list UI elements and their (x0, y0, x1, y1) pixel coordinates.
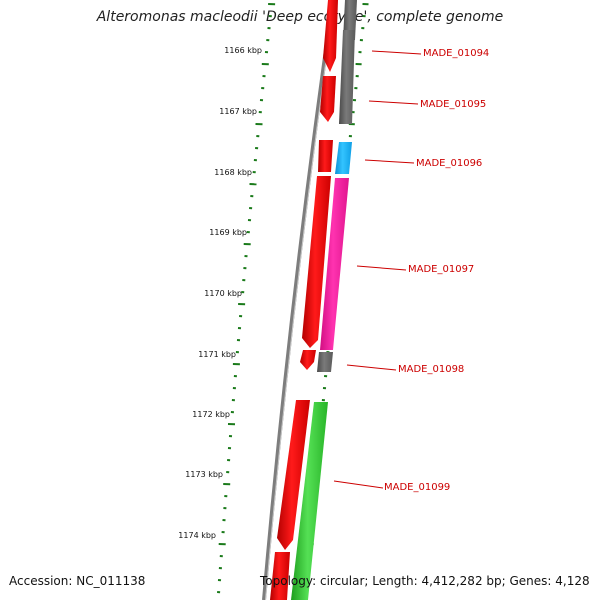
gene-feature-made-01098[interactable] (317, 352, 333, 372)
gene-label-made-01098[interactable]: MADE_01098 (398, 364, 464, 375)
gene-label-made-01096[interactable]: MADE_01096 (416, 158, 482, 169)
cds-feature-made-01097[interactable] (302, 176, 331, 348)
cds-feature-made-01098[interactable] (300, 350, 316, 370)
leader-line (346, 364, 397, 371)
genome-backbone (262, 0, 335, 600)
cds-feature-bottom[interactable] (270, 552, 290, 600)
leader-line (368, 100, 419, 105)
cds-feature-made-01099[interactable] (277, 400, 310, 550)
scale-label: 1171 kbp (198, 350, 236, 359)
scale-labels: 1166 kbp 1167 kbp 1168 kbp 1169 kbp 1170… (178, 46, 262, 540)
cds-feature-made-01094[interactable] (323, 0, 338, 72)
gene-feature-made-01097[interactable] (320, 178, 349, 350)
leader-line (371, 50, 422, 55)
accession-text: Accession: NC_011138 (9, 574, 146, 588)
cds-track (270, 0, 338, 600)
scale-label: 1166 kbp (224, 46, 262, 55)
leader-line (356, 265, 407, 271)
gene-label-made-01094[interactable]: MADE_01094 (423, 48, 489, 59)
gene-feature-made-01099[interactable] (291, 402, 328, 600)
gene-track (291, 0, 357, 600)
scale-label: 1168 kbp (214, 168, 252, 177)
scale-track (217, 3, 276, 594)
scale-label: 1167 kbp (219, 107, 257, 116)
scale-label: 1169 kbp (209, 228, 247, 237)
gene-label-made-01097[interactable]: MADE_01097 (408, 264, 474, 275)
topology-text: Topology: circular; Length: 4,412,282 bp… (260, 574, 590, 588)
map-title: Alteromonas macleodii 'Deep ecotype', co… (96, 9, 504, 25)
gene-label-made-01099[interactable]: MADE_01099 (384, 482, 450, 493)
gene-label-made-01095[interactable]: MADE_01095 (420, 99, 486, 110)
scale-label: 1172 kbp (192, 410, 230, 419)
cds-feature-made-01095[interactable] (320, 76, 336, 122)
gene-feature-made-01095[interactable] (339, 30, 355, 124)
scale-label: 1174 kbp (178, 531, 216, 540)
gene-feature-made-01096[interactable] (335, 142, 352, 174)
gene-labels: MADE_01094 MADE_01095 MADE_01096 MADE_01… (384, 48, 489, 493)
scale-label: 1173 kbp (185, 470, 223, 479)
scale-label: 1170 kbp (204, 289, 242, 298)
leader-line (333, 480, 384, 489)
cds-feature-made-01096[interactable] (318, 140, 333, 172)
gene-label-leaders (333, 50, 422, 489)
leader-line (364, 159, 415, 164)
